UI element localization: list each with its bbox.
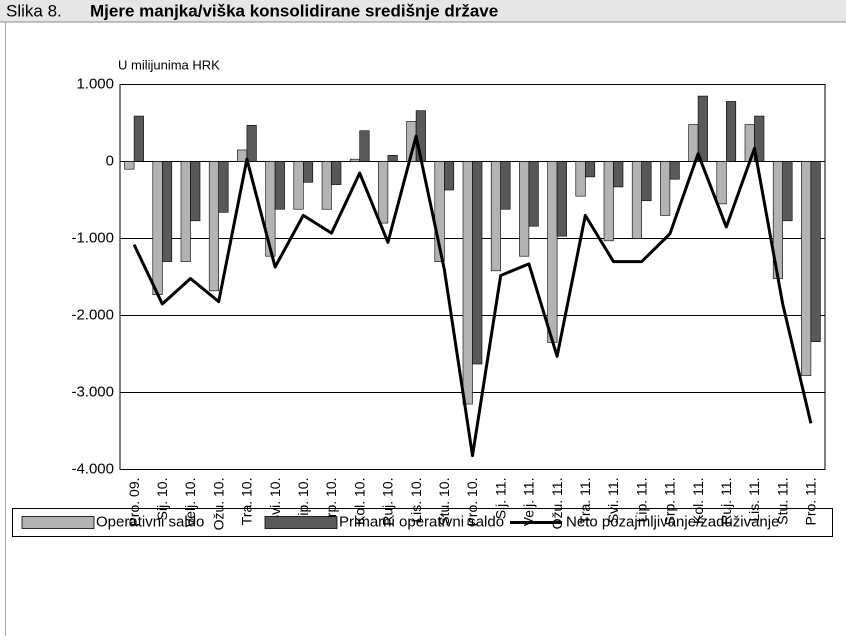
bar bbox=[462, 161, 473, 405]
x-tick-label: Srp. 10. bbox=[323, 478, 339, 527]
bar bbox=[528, 161, 539, 227]
bar bbox=[208, 161, 219, 292]
x-tick-label: Velj. 10. bbox=[182, 478, 198, 528]
bar bbox=[472, 161, 483, 365]
bar bbox=[378, 161, 389, 224]
figure-label: Slika 8. bbox=[6, 1, 62, 20]
bar bbox=[810, 161, 821, 342]
x-tick-label: Ruj. 11. bbox=[718, 478, 734, 525]
x-tick-label: Srp. 11. bbox=[662, 478, 678, 526]
x-tick-label: Sij. 10. bbox=[154, 478, 170, 521]
x-tick-label: Svi. 11. bbox=[605, 478, 621, 524]
bar bbox=[162, 161, 173, 262]
bar bbox=[274, 161, 285, 210]
x-tick-label: Pro. 10. bbox=[464, 478, 480, 527]
bar bbox=[669, 161, 680, 180]
bar bbox=[490, 161, 502, 272]
y-unit-label: U milijunima HRK bbox=[118, 57, 220, 72]
y-tick-label: -1.000 bbox=[71, 229, 114, 246]
bar bbox=[584, 161, 596, 178]
y-tick-label: -3.000 bbox=[71, 383, 114, 400]
bar bbox=[218, 161, 229, 213]
bar bbox=[641, 161, 652, 202]
bar bbox=[697, 95, 708, 162]
x-tick-label: Ožu. 11. bbox=[549, 478, 565, 530]
x-tick-label: Lip. 11. bbox=[633, 478, 649, 523]
legend-box bbox=[12, 508, 833, 537]
bar bbox=[387, 155, 398, 162]
bar bbox=[500, 161, 511, 210]
bar bbox=[519, 161, 530, 257]
x-tick-label: Ožu. 10. bbox=[210, 478, 226, 531]
bar bbox=[302, 161, 314, 183]
bar bbox=[293, 161, 304, 210]
chart-title: Mjere manjka/viška konsolidirane središn… bbox=[90, 1, 498, 20]
legend-swatch bbox=[21, 516, 95, 529]
bar bbox=[613, 161, 624, 188]
bar bbox=[575, 161, 586, 197]
line-series bbox=[132, 134, 813, 458]
y-tick-label: 0 bbox=[106, 152, 114, 169]
x-tick-label: Tra. 11. bbox=[577, 478, 593, 525]
bar bbox=[801, 161, 812, 376]
plot-frame bbox=[119, 84, 826, 470]
legend-swatch bbox=[264, 516, 338, 529]
bar bbox=[434, 161, 445, 262]
x-tick-label: Tra. 10. bbox=[239, 478, 255, 526]
y-tick-label: -4.000 bbox=[71, 460, 114, 477]
x-tick-label: Velj. 11. bbox=[521, 478, 537, 527]
x-tick-label: Pro. 11. bbox=[803, 478, 819, 526]
bar bbox=[180, 161, 191, 262]
x-tick-label: Stu. 10. bbox=[436, 478, 452, 526]
bar bbox=[603, 161, 614, 242]
x-tick-label: Lip. 10. bbox=[295, 478, 311, 524]
legend-label: Neto pozajmljivanje/zaduživanje bbox=[566, 513, 779, 530]
bar bbox=[725, 101, 737, 162]
bar bbox=[556, 161, 567, 237]
x-tick-label: Lis. 11. bbox=[746, 478, 762, 522]
bar bbox=[443, 161, 455, 191]
bar bbox=[349, 158, 361, 162]
x-tick-label: Pro. 09. bbox=[126, 478, 142, 527]
bar bbox=[754, 115, 765, 162]
bar bbox=[246, 125, 257, 162]
bar bbox=[782, 161, 793, 222]
legend-label: Operativni saldo bbox=[96, 513, 204, 530]
bar bbox=[133, 115, 144, 162]
header-bar bbox=[0, 0, 846, 22]
bar bbox=[152, 161, 163, 296]
bar bbox=[331, 161, 342, 185]
bar bbox=[190, 161, 201, 222]
bar bbox=[716, 161, 727, 205]
x-tick-label: Ruj. 10. bbox=[380, 478, 396, 526]
x-tick-label: Kol. 10. bbox=[351, 478, 367, 525]
legend-label: Primarni operativni saldo bbox=[339, 513, 504, 530]
y-tick-label: -2.000 bbox=[71, 306, 114, 323]
x-tick-label: Stu. 11. bbox=[774, 478, 790, 525]
bar bbox=[321, 161, 332, 210]
x-tick-label: Sij. 11. bbox=[492, 478, 508, 520]
y-tick-label: 1.000 bbox=[76, 75, 114, 92]
x-tick-label: Kol. 11. bbox=[690, 478, 706, 524]
bar bbox=[547, 161, 558, 343]
bar bbox=[631, 161, 643, 239]
bar bbox=[124, 161, 135, 170]
x-tick-label: Lis. 10. bbox=[408, 478, 424, 523]
bar bbox=[660, 161, 671, 216]
bar bbox=[359, 130, 370, 162]
x-tick-label: Svi. 10. bbox=[267, 478, 283, 525]
